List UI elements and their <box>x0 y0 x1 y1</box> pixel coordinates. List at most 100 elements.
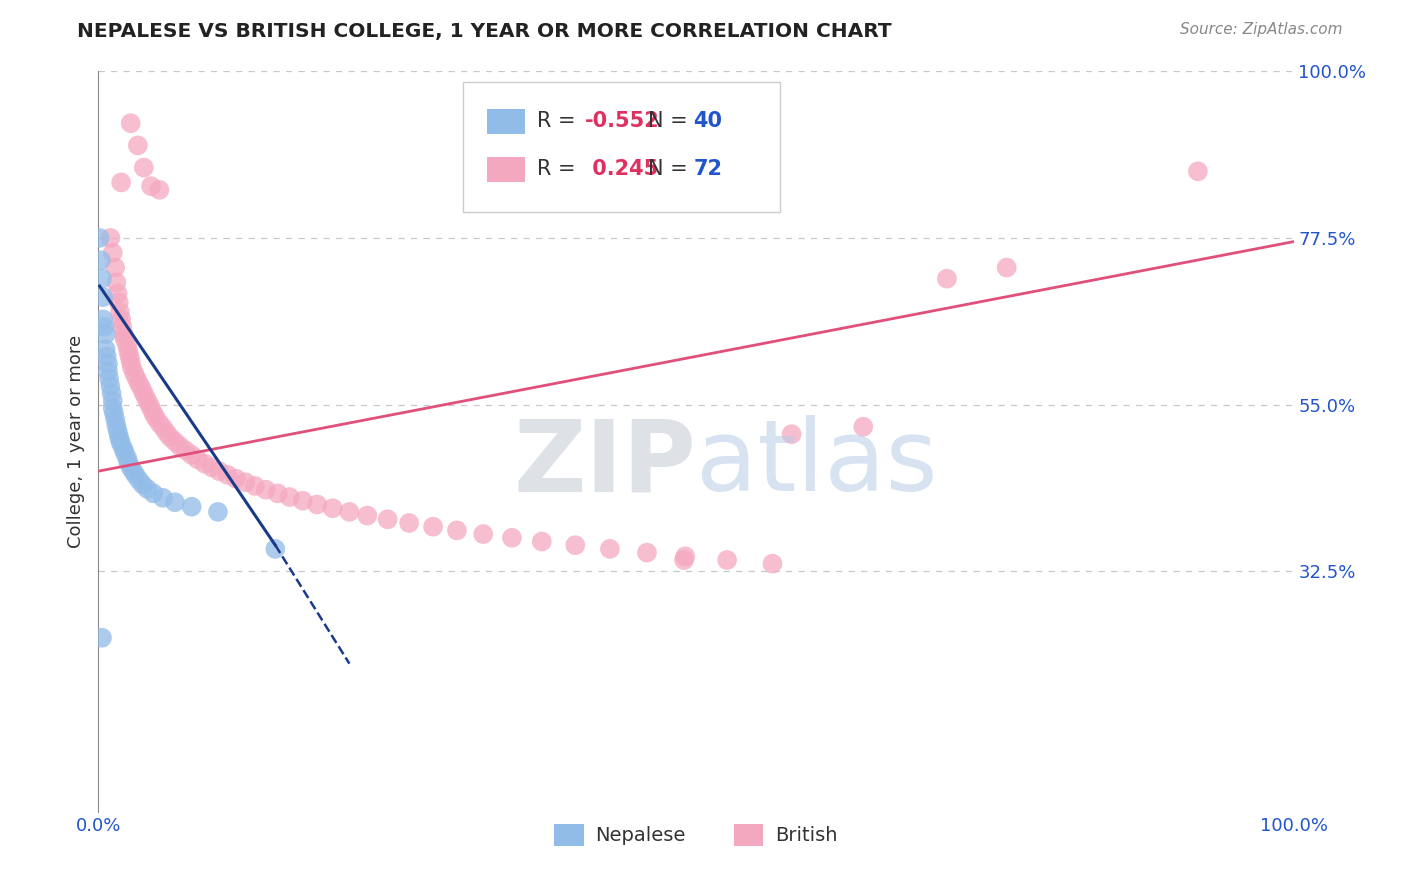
Text: N =: N = <box>648 159 695 179</box>
Point <box>127 138 149 153</box>
Point <box>96 350 118 364</box>
Point <box>93 319 115 334</box>
Point <box>91 271 114 285</box>
Point <box>139 179 162 194</box>
Point <box>217 467 239 482</box>
Point <box>852 419 875 434</box>
Point <box>152 491 174 505</box>
Text: NEPALESE VS BRITISH COLLEGE, 1 YEAR OR MORE CORRELATION CHART: NEPALESE VS BRITISH COLLEGE, 1 YEAR OR M… <box>77 22 891 41</box>
Point <box>322 501 344 516</box>
Point <box>142 406 165 420</box>
Point <box>121 360 143 375</box>
Point <box>122 464 145 478</box>
Point <box>145 410 167 425</box>
Point <box>101 245 124 260</box>
Text: R =: R = <box>537 111 582 131</box>
Point <box>307 498 329 512</box>
Point <box>235 475 257 490</box>
Point <box>111 319 134 334</box>
Point <box>97 364 120 378</box>
Point <box>564 538 586 552</box>
Point <box>152 420 174 434</box>
Point <box>446 524 468 538</box>
Point <box>89 231 111 245</box>
Point <box>112 327 135 342</box>
Point <box>599 541 621 556</box>
Point <box>201 460 224 475</box>
Point <box>207 505 229 519</box>
Point <box>97 357 120 371</box>
Point <box>110 175 132 190</box>
Text: 0.245: 0.245 <box>585 159 658 179</box>
Point <box>761 557 783 571</box>
Point <box>163 495 186 509</box>
Point <box>339 505 361 519</box>
Point <box>91 631 114 645</box>
Point <box>107 286 129 301</box>
Y-axis label: College, 1 year or more: College, 1 year or more <box>66 335 84 548</box>
Point <box>1187 164 1209 178</box>
Point <box>225 471 247 485</box>
Point <box>125 371 148 385</box>
Point <box>131 477 153 491</box>
Point <box>107 428 129 442</box>
Point <box>132 161 155 175</box>
Point <box>180 500 202 514</box>
Point <box>114 332 136 346</box>
Point <box>135 392 157 406</box>
Point <box>117 344 139 359</box>
Point <box>114 445 136 459</box>
Text: atlas: atlas <box>696 416 938 512</box>
Point <box>194 457 217 471</box>
Point <box>110 312 132 326</box>
Point <box>104 412 127 426</box>
Point <box>155 425 177 440</box>
Point <box>716 553 738 567</box>
Point <box>163 434 186 449</box>
Point <box>98 231 122 245</box>
Point <box>995 260 1018 275</box>
Point <box>110 436 132 450</box>
Point <box>142 486 165 500</box>
Text: N =: N = <box>648 111 695 131</box>
Point <box>101 393 124 408</box>
Point <box>90 253 112 268</box>
Point <box>107 295 129 310</box>
Point <box>187 452 209 467</box>
Point <box>91 290 114 304</box>
Point <box>112 442 135 456</box>
Point <box>108 433 131 447</box>
Point <box>139 401 162 416</box>
Point <box>101 401 124 416</box>
Text: 72: 72 <box>693 159 723 179</box>
Point <box>100 386 122 401</box>
Point <box>107 424 129 438</box>
Point <box>115 338 138 352</box>
Point <box>636 546 658 560</box>
Point <box>108 305 131 319</box>
Point <box>118 350 141 364</box>
Point <box>124 367 146 381</box>
Point <box>132 386 155 401</box>
Point <box>264 541 287 556</box>
Point <box>530 534 553 549</box>
Point <box>128 473 150 487</box>
Point <box>356 508 378 523</box>
Point <box>159 430 181 444</box>
Point <box>104 260 127 275</box>
Point <box>91 312 114 326</box>
Point <box>98 371 121 385</box>
Point <box>673 553 696 567</box>
Point <box>138 396 160 410</box>
Point <box>105 276 128 290</box>
Point <box>148 183 170 197</box>
Point <box>120 354 142 368</box>
Point <box>208 464 231 478</box>
Point <box>501 531 523 545</box>
Point <box>267 486 290 500</box>
Point <box>291 493 314 508</box>
Point <box>148 416 170 430</box>
Point <box>136 482 159 496</box>
Point <box>103 406 125 420</box>
Point <box>936 271 959 285</box>
